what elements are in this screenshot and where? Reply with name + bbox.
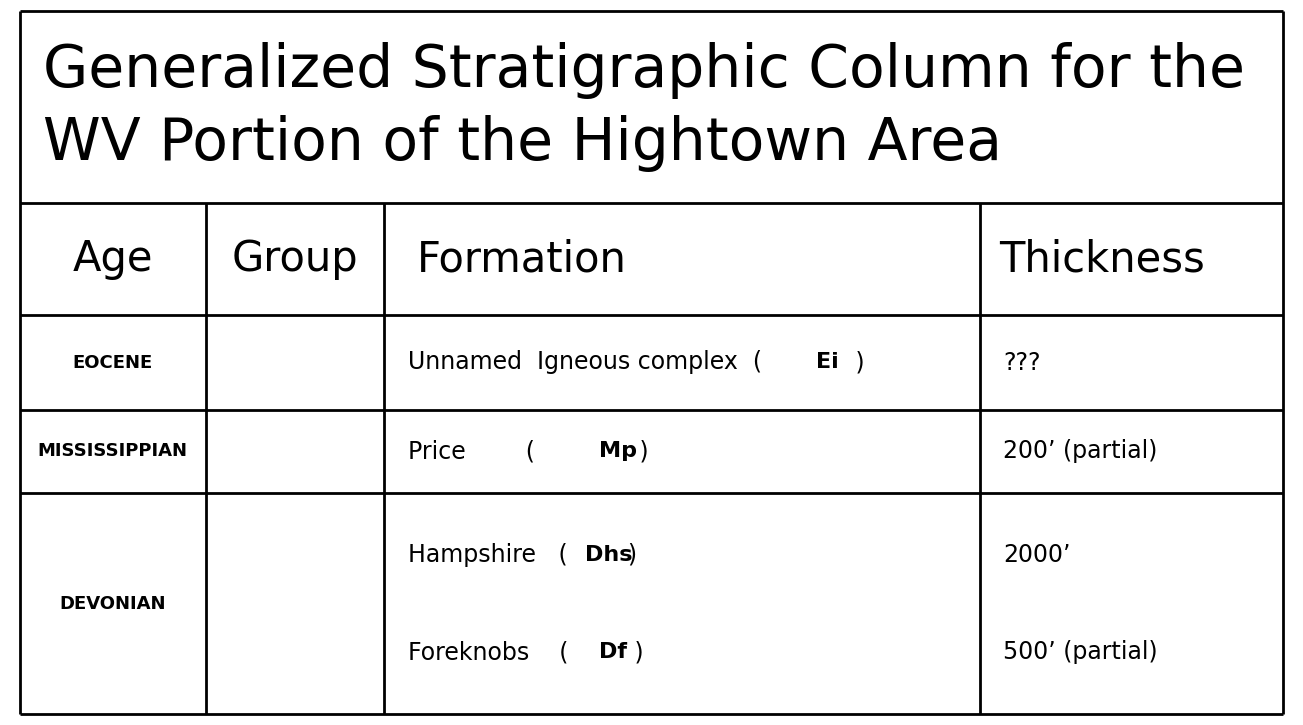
Text: ): ) bbox=[848, 350, 865, 375]
Text: ): ) bbox=[627, 640, 644, 664]
Text: MISSISSIPPIAN: MISSISSIPPIAN bbox=[38, 442, 188, 460]
Text: ): ) bbox=[632, 439, 649, 463]
Text: Age: Age bbox=[73, 239, 152, 280]
Text: Hampshire   (: Hampshire ( bbox=[408, 543, 575, 567]
Text: ???: ??? bbox=[1003, 350, 1041, 375]
Text: 200’ (partial): 200’ (partial) bbox=[1003, 439, 1157, 463]
Text: Foreknobs    (: Foreknobs ( bbox=[408, 640, 576, 664]
Text: ): ) bbox=[627, 543, 636, 567]
Text: Unnamed  Igneous complex  (: Unnamed Igneous complex ( bbox=[408, 350, 769, 375]
Text: EOCENE: EOCENE bbox=[73, 354, 152, 371]
Text: Dhs: Dhs bbox=[585, 545, 632, 565]
Text: 500’ (partial): 500’ (partial) bbox=[1003, 640, 1158, 664]
Text: Df: Df bbox=[599, 642, 627, 662]
Text: Mp: Mp bbox=[599, 442, 637, 461]
Text: Ei: Ei bbox=[816, 352, 839, 373]
Text: Generalized Stratigraphic Column for the: Generalized Stratigraphic Column for the bbox=[43, 42, 1244, 99]
Text: Group: Group bbox=[232, 239, 358, 280]
Text: 2000’: 2000’ bbox=[1003, 543, 1071, 567]
Text: Thickness: Thickness bbox=[999, 239, 1205, 280]
Text: DEVONIAN: DEVONIAN bbox=[60, 594, 165, 613]
Text: Price        (: Price ( bbox=[408, 439, 542, 463]
Text: Formation: Formation bbox=[417, 239, 627, 280]
Text: WV Portion of the Hightown Area: WV Portion of the Hightown Area bbox=[43, 115, 1002, 172]
